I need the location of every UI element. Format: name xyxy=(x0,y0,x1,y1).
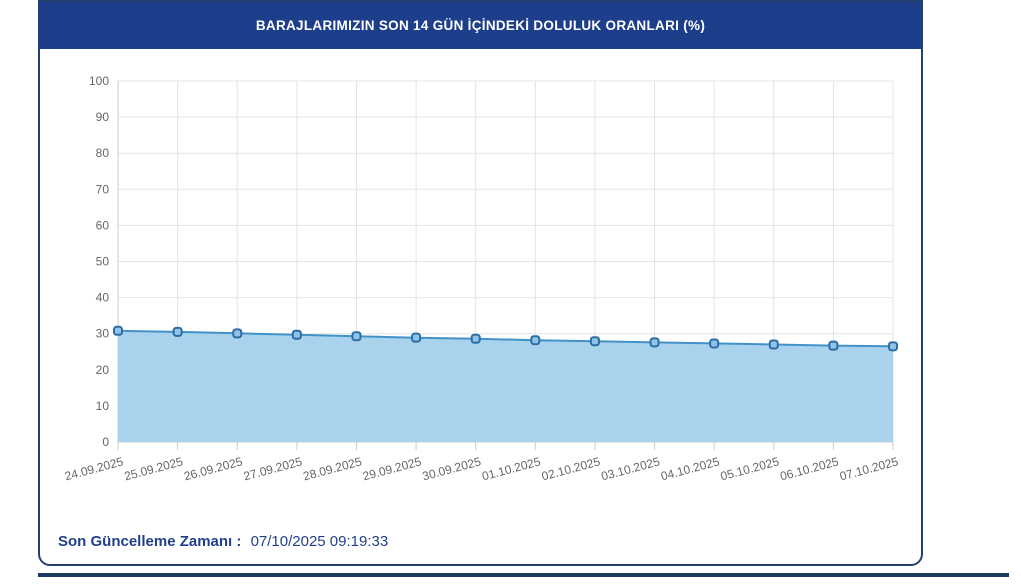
data-point-marker[interactable] xyxy=(709,338,720,349)
data-point-marker[interactable] xyxy=(768,339,779,350)
x-axis-label: 06.10.2025 xyxy=(779,454,841,483)
y-axis-label: 40 xyxy=(96,291,110,305)
data-point-marker[interactable] xyxy=(828,340,839,351)
x-axis-label: 07.10.2025 xyxy=(838,454,900,483)
chart-title: BARAJLARIMIZIN SON 14 GÜN İÇİNDEKİ DOLUL… xyxy=(255,18,706,33)
last-update-value: 07/10/2025 09:19:33 xyxy=(250,533,389,550)
area-fill xyxy=(118,330,893,442)
y-axis-label: 10 xyxy=(96,399,110,413)
data-point-marker[interactable] xyxy=(888,341,898,352)
data-point-marker[interactable] xyxy=(232,328,243,339)
data-point-marker[interactable] xyxy=(470,333,481,344)
last-update-label: Son Güncelleme Zamanı : xyxy=(58,533,242,550)
y-axis-label: 100 xyxy=(89,74,109,88)
x-axis-label: 24.09.2025 xyxy=(63,454,125,483)
data-point-marker[interactable] xyxy=(172,326,183,337)
y-axis-label: 0 xyxy=(102,435,109,449)
x-axis-label: 01.10.2025 xyxy=(480,454,542,483)
data-point-marker[interactable] xyxy=(530,335,541,346)
data-point-marker[interactable] xyxy=(291,329,302,340)
y-axis-label: 30 xyxy=(96,327,110,341)
x-axis-label: 28.09.2025 xyxy=(302,454,364,483)
series-line xyxy=(117,329,894,348)
x-axis-label: 04.10.2025 xyxy=(659,454,721,483)
x-axis-label: 03.10.2025 xyxy=(600,454,662,483)
y-axis-label: 90 xyxy=(96,110,110,124)
dam-occupancy-area-chart: 0 10 20 30 40 50 60 70 80 90 100 24.09.202525.09.20… xyxy=(63,74,900,483)
x-axis-label: 26.09.2025 xyxy=(182,454,244,483)
bottom-divider xyxy=(38,573,1009,577)
y-axis-label: 80 xyxy=(96,146,110,160)
last-update: Son Güncelleme Zamanı : 07/10/2025 09:19… xyxy=(58,531,388,553)
y-axis-label: 50 xyxy=(96,255,110,269)
y-axis-label: 60 xyxy=(96,218,110,232)
x-axis-label: 02.10.2025 xyxy=(540,454,602,483)
data-point-marker[interactable] xyxy=(411,332,422,343)
chart-card: BARAJLARIMIZIN SON 14 GÜN İÇİNDEKİ DOLUL… xyxy=(38,0,923,566)
x-axis-label: 25.09.2025 xyxy=(123,454,185,483)
chart-header: BARAJLARIMIZIN SON 14 GÜN İÇİNDEKİ DOLUL… xyxy=(40,2,921,49)
data-point-marker[interactable] xyxy=(351,331,362,342)
x-axis-label: 30.09.2025 xyxy=(421,454,483,483)
x-axis-label: 29.09.2025 xyxy=(361,454,423,483)
x-axis-label: 27.09.2025 xyxy=(242,454,304,483)
y-axis-label: 70 xyxy=(96,182,110,196)
x-axis-label: 05.10.2025 xyxy=(719,454,781,483)
data-point-marker[interactable] xyxy=(113,325,123,336)
data-point-marker[interactable] xyxy=(649,337,660,348)
y-axis-label: 20 xyxy=(96,363,110,377)
data-point-marker[interactable] xyxy=(589,336,600,347)
